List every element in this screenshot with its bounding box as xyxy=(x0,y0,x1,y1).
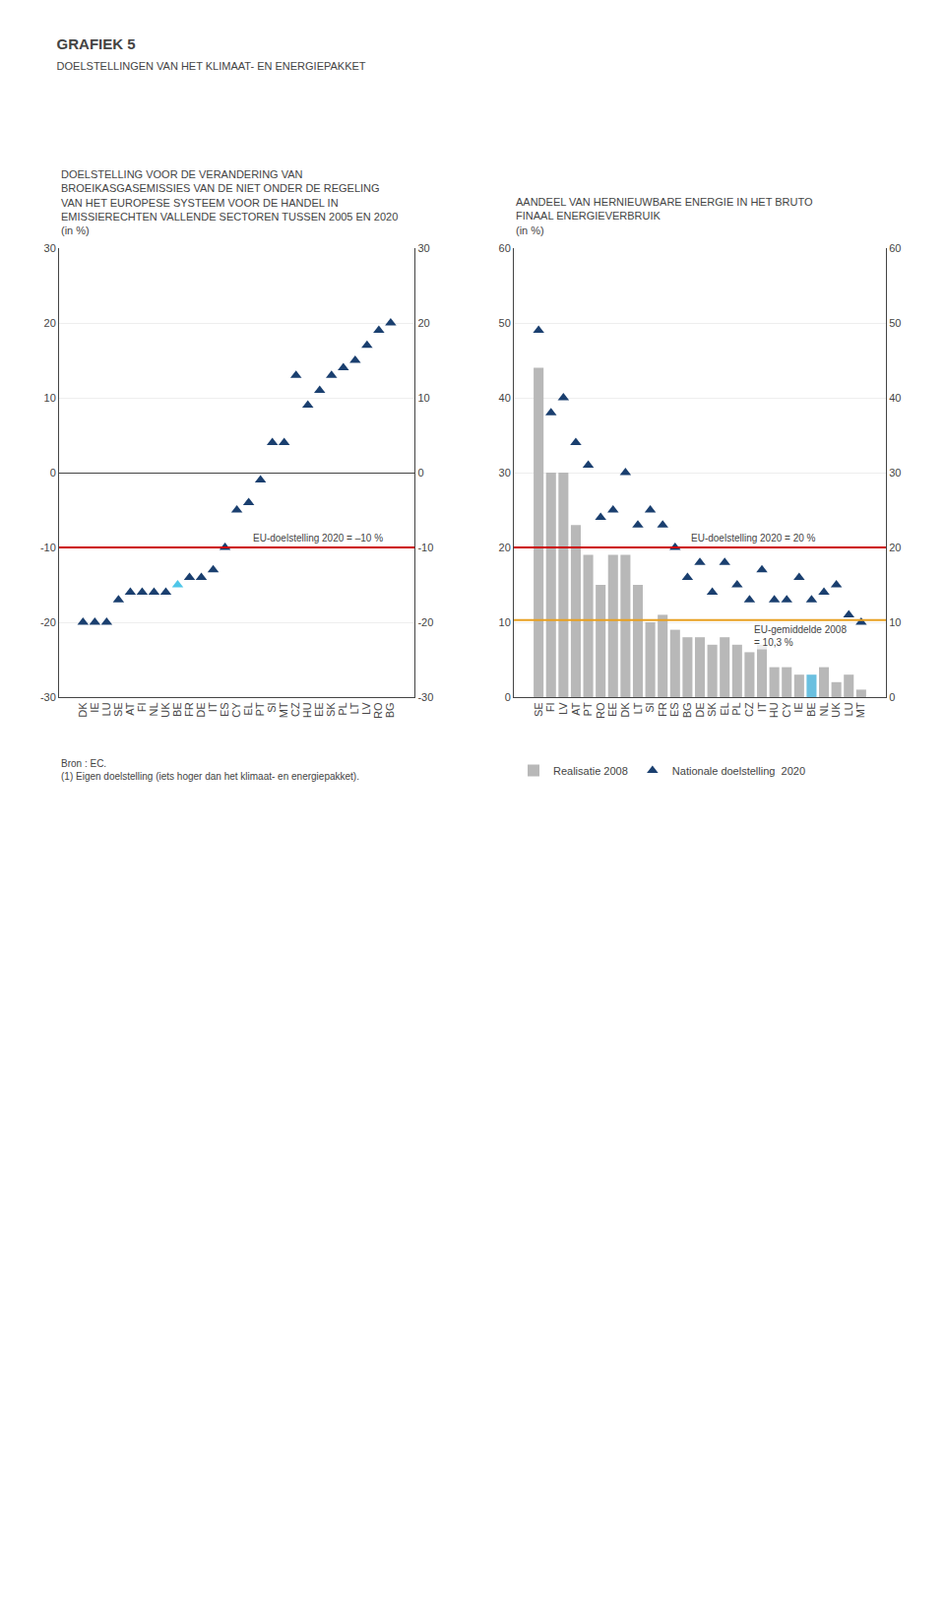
svg-text:30: 30 xyxy=(499,466,511,479)
svg-text:SI: SI xyxy=(643,701,656,712)
svg-text:FR: FR xyxy=(183,701,195,717)
svg-text:CZ: CZ xyxy=(289,701,302,717)
svg-text:NL: NL xyxy=(147,701,160,716)
svg-text:BE: BE xyxy=(171,701,184,717)
svg-text:LV: LV xyxy=(557,701,569,715)
svg-text:BG: BG xyxy=(383,701,396,718)
svg-text:DK: DK xyxy=(76,701,89,718)
svg-text:RO: RO xyxy=(372,701,384,719)
svg-text:10: 10 xyxy=(44,391,57,404)
svg-text:PL: PL xyxy=(730,701,743,715)
svg-text:-30: -30 xyxy=(417,691,434,703)
svg-text:60: 60 xyxy=(888,242,901,254)
svg-text:LU: LU xyxy=(100,701,113,716)
svg-text:-10: -10 xyxy=(40,541,57,554)
svg-text:30: 30 xyxy=(888,466,901,479)
svg-text:IE: IE xyxy=(792,701,805,712)
svg-text:BE: BE xyxy=(805,701,818,717)
svg-text:50: 50 xyxy=(888,316,901,329)
svg-text:ES: ES xyxy=(668,701,681,717)
svg-text:EU-gemiddelde 2008= 10,3 %: EU-gemiddelde 2008= 10,3 % xyxy=(754,624,847,648)
svg-text:-10: -10 xyxy=(417,541,434,554)
svg-text:IT: IT xyxy=(206,701,219,712)
svg-text:0: 0 xyxy=(417,466,424,479)
svg-text:BG: BG xyxy=(681,701,693,718)
svg-text:IE: IE xyxy=(88,701,101,712)
svg-text:LV: LV xyxy=(360,701,373,715)
svg-text:MT: MT xyxy=(277,701,290,718)
svg-text:DOELSTELLINGEN VAN HET KLIMAAT: DOELSTELLINGEN VAN HET KLIMAAT- EN ENERG… xyxy=(57,60,367,72)
svg-text:CY: CY xyxy=(230,701,243,718)
svg-text:FI: FI xyxy=(135,701,148,712)
svg-text:PT: PT xyxy=(581,701,594,716)
svg-text:40: 40 xyxy=(499,391,511,404)
svg-text:10: 10 xyxy=(417,391,430,404)
svg-text:DE: DE xyxy=(693,701,706,717)
svg-text:PL: PL xyxy=(336,701,349,715)
svg-text:SE: SE xyxy=(112,701,125,717)
svg-text:PT: PT xyxy=(253,701,266,716)
svg-text:50: 50 xyxy=(499,316,511,329)
svg-text:DOELSTELLING VOOR DE VERANDERI: DOELSTELLING VOOR DE VERANDERING VANBROE… xyxy=(61,168,398,237)
svg-text:SE: SE xyxy=(532,701,545,717)
svg-text:SI: SI xyxy=(265,701,278,712)
svg-text:-30: -30 xyxy=(40,691,57,703)
svg-text:EU-doelstelling 2020 = –10 %: EU-doelstelling 2020 = –10 % xyxy=(252,532,383,544)
svg-text:0: 0 xyxy=(50,466,57,479)
svg-text:40: 40 xyxy=(888,391,901,404)
svg-text:AT: AT xyxy=(124,701,136,716)
svg-text:30: 30 xyxy=(44,242,57,254)
svg-text:Bron : EC.(1) Eigen doelstelli: Bron : EC.(1) Eigen doelstelling (iets h… xyxy=(61,757,360,782)
svg-text:0: 0 xyxy=(504,691,511,703)
svg-text:DK: DK xyxy=(619,701,631,718)
svg-text:ES: ES xyxy=(218,701,231,717)
svg-text:20: 20 xyxy=(888,541,901,554)
svg-text:LU: LU xyxy=(842,701,855,716)
svg-text:30: 30 xyxy=(417,242,430,254)
svg-text:UK: UK xyxy=(159,701,172,718)
svg-text:UK: UK xyxy=(829,701,842,718)
svg-text:CY: CY xyxy=(780,701,793,718)
svg-text:HU: HU xyxy=(301,701,314,718)
svg-text:SK: SK xyxy=(705,701,718,717)
svg-text:AT: AT xyxy=(569,701,582,716)
svg-text:DE: DE xyxy=(194,701,207,717)
svg-text:HU: HU xyxy=(767,701,780,718)
svg-text:10: 10 xyxy=(888,616,901,629)
svg-text:CZ: CZ xyxy=(743,701,756,717)
svg-text:FI: FI xyxy=(544,701,557,712)
svg-text:-20: -20 xyxy=(417,616,434,629)
svg-text:NL: NL xyxy=(818,701,830,716)
svg-text:20: 20 xyxy=(44,316,57,329)
svg-text:IT: IT xyxy=(756,701,768,712)
svg-text:EU-doelstelling 2020 = 20 %: EU-doelstelling 2020 = 20 % xyxy=(691,532,817,544)
svg-text:EE: EE xyxy=(313,701,325,717)
svg-text:LT: LT xyxy=(631,701,644,714)
svg-text:EE: EE xyxy=(606,701,619,717)
svg-text:GRAFIEK 5: GRAFIEK 5 xyxy=(57,35,136,53)
svg-text:10: 10 xyxy=(499,616,511,629)
svg-text:-20: -20 xyxy=(40,616,57,629)
svg-text:Realisatie 2008: Realisatie 2008 xyxy=(553,764,629,777)
svg-text:MT: MT xyxy=(854,701,867,718)
svg-text:RO: RO xyxy=(594,701,607,719)
svg-text:FR: FR xyxy=(656,701,669,717)
svg-text:0: 0 xyxy=(888,691,895,703)
svg-text:60: 60 xyxy=(499,242,511,254)
svg-text:SK: SK xyxy=(324,701,337,717)
svg-text:AANDEEL VAN HERNIEUWBARE ENERG: AANDEEL VAN HERNIEUWBARE ENERGIE IN HET … xyxy=(515,195,814,237)
svg-text:20: 20 xyxy=(417,316,430,329)
svg-text:20: 20 xyxy=(499,541,511,554)
svg-text:EL: EL xyxy=(718,701,731,715)
svg-text:LT: LT xyxy=(348,701,361,714)
svg-text:Nationale doelstelling 2020: Nationale doelstelling 2020 xyxy=(672,764,806,777)
svg-text:EL: EL xyxy=(242,701,254,715)
